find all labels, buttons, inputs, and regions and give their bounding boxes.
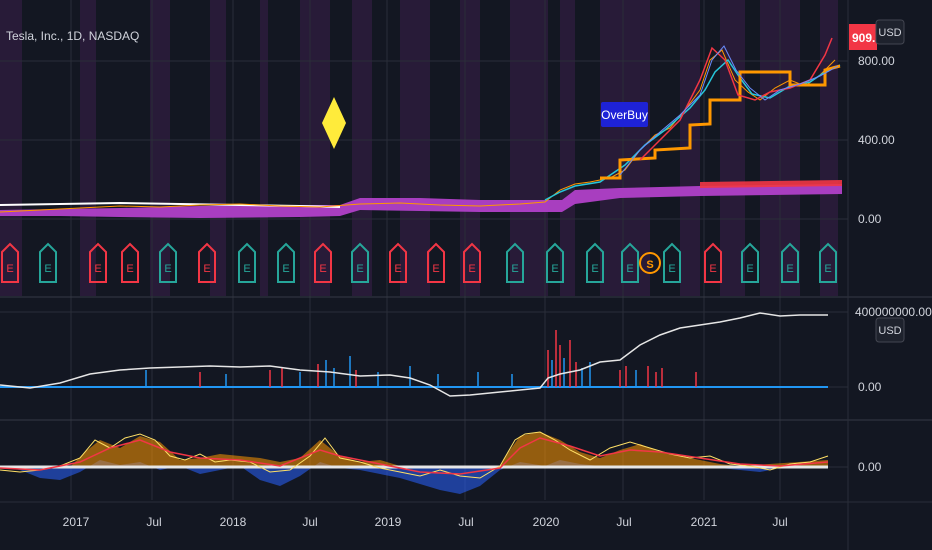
volume-pane <box>0 312 828 397</box>
earnings-flag-icon[interactable]: E <box>39 242 57 283</box>
time-label-2019: 2019 <box>375 515 402 529</box>
highlight-band <box>720 0 745 296</box>
oscillator-area-pos <box>70 432 828 467</box>
purple-band <box>0 184 842 218</box>
time-label-2017: 2017 <box>63 515 90 529</box>
earnings-flag-icon[interactable]: E <box>704 242 722 283</box>
time-label-jul: Jul <box>458 515 473 529</box>
volume-tick-0: 0.00 <box>858 380 882 394</box>
svg-text:E: E <box>668 263 675 275</box>
earnings-flag-icon[interactable]: E <box>819 242 837 283</box>
highlight-band <box>560 0 575 296</box>
highlight-band <box>0 0 22 296</box>
highlight-band <box>400 0 430 296</box>
time-label-jul: Jul <box>772 515 787 529</box>
svg-text:E: E <box>709 263 716 275</box>
earnings-flag-icon[interactable]: E <box>621 242 639 283</box>
blue-line <box>619 45 839 176</box>
price-tick-400: 400.00 <box>858 133 895 147</box>
price-pane <box>0 37 842 218</box>
overbuy-label: OverBuy <box>601 102 648 127</box>
symbol-title: Tesla, Inc., 1D, NASDAQ <box>6 29 139 43</box>
svg-text:E: E <box>126 263 133 275</box>
earnings-flag-icon[interactable]: E <box>277 242 295 283</box>
background-highlight-bands <box>0 0 838 296</box>
highlight-band <box>210 0 226 296</box>
earnings-flag-icon[interactable]: E <box>351 242 369 283</box>
time-label-2018: 2018 <box>220 515 247 529</box>
svg-text:E: E <box>319 263 326 275</box>
highlight-band <box>510 0 548 296</box>
currency-label-pane2: USD <box>878 325 901 337</box>
time-label-jul: Jul <box>302 515 317 529</box>
oscillator-pane <box>0 431 829 494</box>
oscillator-yellow-line <box>0 431 829 479</box>
oscillator-red-line <box>0 437 829 475</box>
svg-text:E: E <box>44 263 51 275</box>
earnings-flag-icon[interactable]: E <box>314 242 332 283</box>
earnings-flag-icon[interactable]: E <box>463 242 481 283</box>
time-label-2021: 2021 <box>691 515 718 529</box>
diamond-icon <box>322 97 346 149</box>
highlight-band <box>352 0 372 296</box>
oscillator-tick-0: 0.00 <box>858 460 882 474</box>
svg-text:E: E <box>626 263 633 275</box>
volume-tick-400m: 400000000.00 <box>855 305 932 319</box>
earnings-flag-icon[interactable]: E <box>238 242 256 283</box>
earnings-flag-icon[interactable]: E <box>198 242 216 283</box>
highlight-band <box>150 0 170 296</box>
svg-text:E: E <box>356 263 363 275</box>
earnings-flag-icon[interactable]: E <box>741 242 759 283</box>
obv-line <box>0 312 828 397</box>
earnings-flag-icon[interactable]: E <box>159 242 177 283</box>
earnings-flag-icon[interactable]: E <box>1 242 19 283</box>
last-price-text: 909. <box>852 31 875 45</box>
svg-text:E: E <box>243 263 250 275</box>
time-label-jul: Jul <box>146 515 161 529</box>
svg-text:E: E <box>551 263 558 275</box>
svg-text:E: E <box>164 263 171 275</box>
svg-text:E: E <box>432 263 439 275</box>
currency-button[interactable]: USD <box>875 19 905 45</box>
svg-text:E: E <box>786 263 793 275</box>
earnings-flag-icon[interactable]: E <box>389 242 407 283</box>
time-label-jul: Jul <box>616 515 631 529</box>
currency-label: USD <box>878 27 901 39</box>
earnings-flag-icon[interactable]: E <box>89 242 107 283</box>
svg-text:E: E <box>94 263 101 275</box>
time-label-2020: 2020 <box>533 515 560 529</box>
highlight-band <box>260 0 268 296</box>
earnings-flag-icon[interactable]: E <box>781 242 799 283</box>
svg-text:E: E <box>746 263 753 275</box>
svg-text:E: E <box>282 263 289 275</box>
earnings-flag-icon[interactable]: E <box>121 242 139 283</box>
earnings-flag-icon[interactable]: E <box>663 242 681 283</box>
red-band <box>700 180 842 188</box>
svg-text:E: E <box>394 263 401 275</box>
svg-text:E: E <box>591 263 598 275</box>
last-price-badge: 909. <box>849 24 877 50</box>
earnings-flag-icon[interactable]: E <box>506 242 524 283</box>
earnings-flag-icon[interactable]: E <box>546 242 564 283</box>
volume-bars <box>145 330 697 387</box>
currency-button-pane2[interactable]: USD <box>875 317 905 343</box>
overbuy-text: OverBuy <box>601 108 648 122</box>
svg-text:E: E <box>468 263 475 275</box>
svg-text:S: S <box>646 259 653 271</box>
svg-text:E: E <box>6 263 13 275</box>
price-tick-800: 800.00 <box>858 54 895 68</box>
earnings-flag-icon[interactable]: E <box>427 242 445 283</box>
split-circle-icon[interactable]: S <box>639 252 661 274</box>
highlight-band <box>80 0 96 296</box>
price-tick-0: 0.00 <box>858 212 882 226</box>
earnings-flag-icon[interactable]: E <box>586 242 604 283</box>
svg-text:E: E <box>824 263 831 275</box>
orange-step-line <box>600 64 841 180</box>
svg-text:E: E <box>511 263 518 275</box>
svg-text:E: E <box>203 263 210 275</box>
